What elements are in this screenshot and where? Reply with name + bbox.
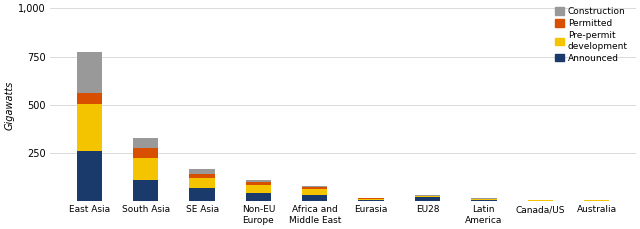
Bar (77, 93, 102, 104)
Bar (415, 196, 440, 197)
Bar (133, 180, 159, 201)
Bar (471, 200, 497, 201)
Bar (302, 187, 328, 189)
Bar (527, 200, 553, 201)
Bar (133, 148, 159, 158)
Y-axis label: Gigawatts: Gigawatts (4, 80, 14, 130)
Bar (77, 151, 102, 201)
Bar (246, 182, 271, 185)
Bar (189, 169, 215, 174)
Bar (302, 186, 328, 187)
Bar (584, 200, 609, 201)
Bar (189, 178, 215, 188)
Bar (471, 199, 497, 200)
Bar (415, 195, 440, 196)
Bar (246, 193, 271, 201)
Bar (77, 52, 102, 93)
Bar (358, 198, 384, 199)
Bar (358, 199, 384, 200)
Bar (189, 188, 215, 201)
Bar (246, 180, 271, 182)
Bar (302, 189, 328, 194)
Bar (471, 198, 497, 199)
Bar (358, 200, 384, 201)
Bar (246, 185, 271, 193)
Bar (302, 194, 328, 201)
Bar (77, 104, 102, 151)
Bar (133, 158, 159, 180)
Bar (415, 197, 440, 201)
Bar (133, 138, 159, 148)
Legend: Construction, Permitted, Pre-permit
development, Announced: Construction, Permitted, Pre-permit deve… (552, 3, 631, 66)
Bar (189, 174, 215, 178)
